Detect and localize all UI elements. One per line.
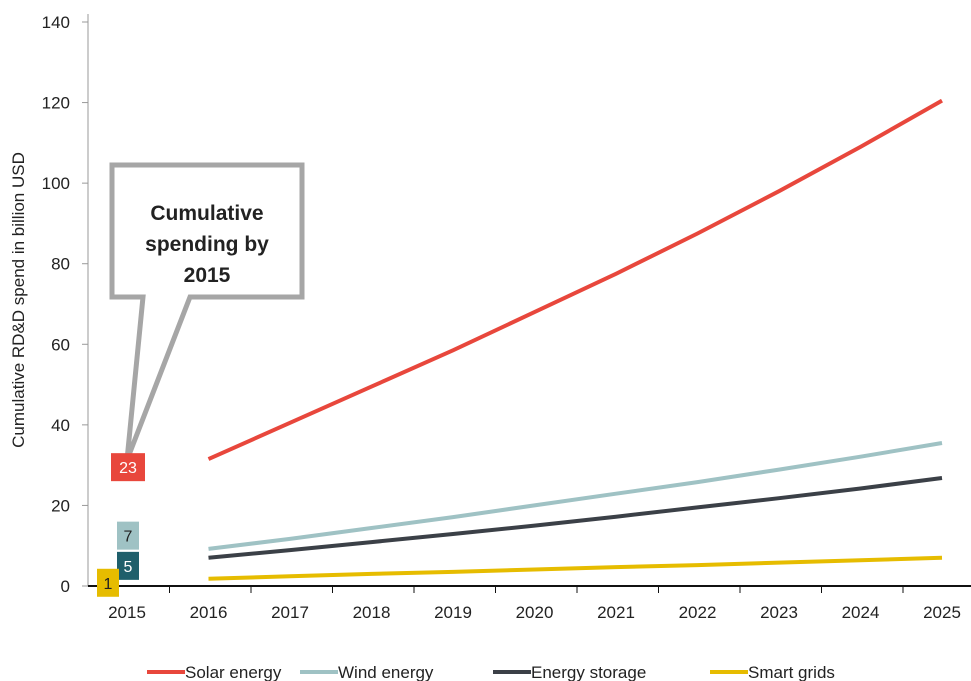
badge-energy-storage: 5 <box>117 551 139 580</box>
series-line-solar-energy <box>207 98 943 461</box>
axes: 0 20 40 60 80 100 120 140 2015 2016 2017 2018 2019 20… <box>9 13 971 622</box>
x-tick-label: 2017 <box>271 603 309 622</box>
badge-label: 5 <box>124 559 133 576</box>
series-line-smart-grids <box>208 555 943 581</box>
legend-item-solar-energy: Solar energy <box>147 663 282 681</box>
x-tick-label: 2021 <box>597 603 635 622</box>
callout-text-line: Cumulative <box>150 202 263 225</box>
annotation-callout: Cumulative spending by 2015 <box>109 162 305 461</box>
legend-label: Wind energy <box>338 663 434 681</box>
series-lines <box>207 98 943 581</box>
y-tick-label: 40 <box>51 416 70 435</box>
y-tick-label: 120 <box>42 94 70 113</box>
x-tick-label: 2023 <box>760 603 798 622</box>
series-line-energy-storage <box>208 476 943 560</box>
legend-item-smart-grids: Smart grids <box>710 663 835 681</box>
badge-label: 7 <box>124 529 133 546</box>
y-tick-label: 20 <box>51 496 70 515</box>
x-tick-label: 2022 <box>679 603 717 622</box>
y-tick-label: 140 <box>42 13 70 32</box>
callout-text-line: 2015 <box>184 264 231 287</box>
badge-label: 1 <box>104 576 113 593</box>
y-tick-label: 100 <box>42 174 70 193</box>
x-tick-label: 2015 <box>108 603 146 622</box>
callout-text-line: spending by <box>145 233 269 256</box>
callout-bubble <box>109 162 305 461</box>
y-axis-label: Cumulative RD&D spend in billion USD <box>9 152 28 448</box>
y-tick-label: 60 <box>51 335 70 354</box>
badge-box <box>117 551 139 580</box>
legend-label: Solar energy <box>185 663 282 681</box>
x-tick-label: 2025 <box>923 603 961 622</box>
legend-item-energy-storage: Energy storage <box>493 663 646 681</box>
x-tick-label: 2019 <box>434 603 472 622</box>
badge-label: 23 <box>119 460 137 477</box>
badge-solar-energy: 23 <box>111 453 145 482</box>
badge-box <box>111 453 145 482</box>
legend-label: Energy storage <box>531 663 646 681</box>
x-tick-label: 2024 <box>842 603 880 622</box>
badges-2015: 23 7 51 <box>97 453 145 597</box>
badge-box <box>97 568 119 597</box>
y-tick-label: 80 <box>51 255 70 274</box>
series-line-wind-energy <box>208 441 943 551</box>
legend-item-wind-energy: Wind energy <box>300 663 434 681</box>
x-tick-label: 2016 <box>190 603 228 622</box>
badge-wind-energy: 7 <box>117 521 139 550</box>
legend-label: Smart grids <box>748 663 835 681</box>
y-tick-label: 0 <box>61 577 70 596</box>
badge-box <box>117 521 139 550</box>
legend: Solar energy Wind energy Energy storage Sma… <box>147 663 835 681</box>
x-tick-label: 2020 <box>516 603 554 622</box>
x-tick-label: 2018 <box>353 603 391 622</box>
badge-smart-grids: 1 <box>97 568 119 597</box>
